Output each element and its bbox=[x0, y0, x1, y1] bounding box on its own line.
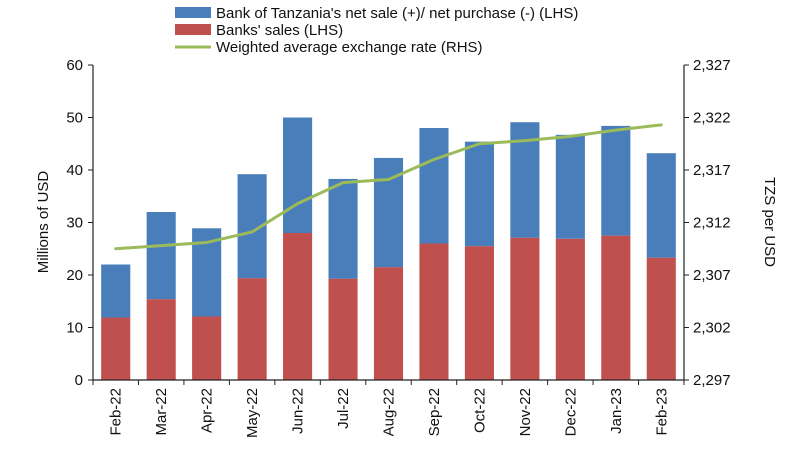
x-tick-label: Dec-22 bbox=[562, 388, 579, 436]
bar-series0-Feb-23 bbox=[646, 257, 676, 380]
right-tick-label: 2,327 bbox=[693, 57, 731, 74]
left-tick-label: 0 bbox=[75, 372, 83, 389]
bar-series1-Mar-22 bbox=[146, 212, 176, 300]
x-tick-label: Jan-23 bbox=[608, 388, 625, 434]
x-tick-label: Jul-22 bbox=[335, 388, 352, 429]
left-tick-label: 40 bbox=[66, 162, 83, 179]
right-tick-label: 2,317 bbox=[693, 162, 731, 179]
bar-series0-Aug-22 bbox=[373, 267, 404, 381]
bar-series0-Sep-22 bbox=[419, 243, 449, 380]
left-tick-label: 60 bbox=[66, 57, 83, 74]
x-tick-label: May-22 bbox=[244, 388, 261, 438]
x-tick-label: Feb-22 bbox=[108, 388, 125, 436]
right-tick-label: 2,307 bbox=[693, 267, 731, 284]
x-tick-label: Feb-23 bbox=[653, 388, 670, 436]
x-tick-label: Aug-22 bbox=[381, 388, 398, 436]
bar-series1-Jun-22 bbox=[283, 117, 313, 233]
right-tick-label: 2,297 bbox=[693, 372, 731, 389]
y2-axis-title: TZS per USD bbox=[761, 177, 778, 267]
bar-series1-Sep-22 bbox=[419, 128, 449, 244]
right-tick-label: 2,312 bbox=[693, 215, 731, 232]
bar-series0-Nov-22 bbox=[510, 237, 540, 380]
x-tick-label: Apr-22 bbox=[199, 388, 216, 433]
bar-series0-Jul-22 bbox=[328, 278, 358, 380]
legend-swatch-1 bbox=[175, 7, 211, 18]
bar-series1-Jul-22 bbox=[328, 178, 358, 279]
bar-series0-Jan-23 bbox=[601, 235, 631, 381]
legend-label-2: Weighted average exchange rate (RHS) bbox=[216, 39, 483, 56]
bar-series1-Feb-22 bbox=[101, 264, 131, 318]
left-tick-label: 30 bbox=[66, 215, 83, 232]
bar-series1-Jan-23 bbox=[601, 125, 631, 236]
left-tick-label: 10 bbox=[66, 320, 83, 337]
legend-swatch-0 bbox=[175, 24, 211, 35]
bar-series0-Mar-22 bbox=[146, 299, 176, 380]
legend-label-0: Banks' sales (LHS) bbox=[216, 22, 343, 39]
x-tick-label: Sep-22 bbox=[426, 388, 443, 436]
bar-series1-Feb-23 bbox=[646, 153, 676, 258]
bar-series0-Apr-22 bbox=[192, 316, 222, 380]
legend-label-1: Bank of Tanzania's net sale (+)/ net pur… bbox=[216, 5, 578, 22]
bar-series0-Dec-22 bbox=[555, 238, 585, 380]
left-tick-label: 20 bbox=[66, 267, 83, 284]
bar-series1-Oct-22 bbox=[464, 141, 494, 247]
bar-series0-Jun-22 bbox=[283, 233, 313, 380]
x-tick-label: Oct-22 bbox=[471, 388, 488, 433]
bar-series0-May-22 bbox=[237, 278, 267, 380]
right-tick-label: 2,302 bbox=[693, 320, 731, 337]
y-axis-title: Millions of USD bbox=[35, 171, 52, 274]
bar-series0-Oct-22 bbox=[464, 246, 494, 381]
exchange-rate-line bbox=[114, 123, 663, 251]
bar-series1-Dec-22 bbox=[555, 134, 585, 239]
bar-series0-Feb-22 bbox=[101, 317, 131, 380]
x-tick-label: Jun-22 bbox=[290, 388, 307, 434]
x-tick-label: Nov-22 bbox=[517, 388, 534, 436]
x-tick-label: Mar-22 bbox=[153, 388, 170, 436]
left-tick-label: 50 bbox=[66, 110, 83, 127]
right-tick-label: 2,322 bbox=[693, 110, 731, 127]
